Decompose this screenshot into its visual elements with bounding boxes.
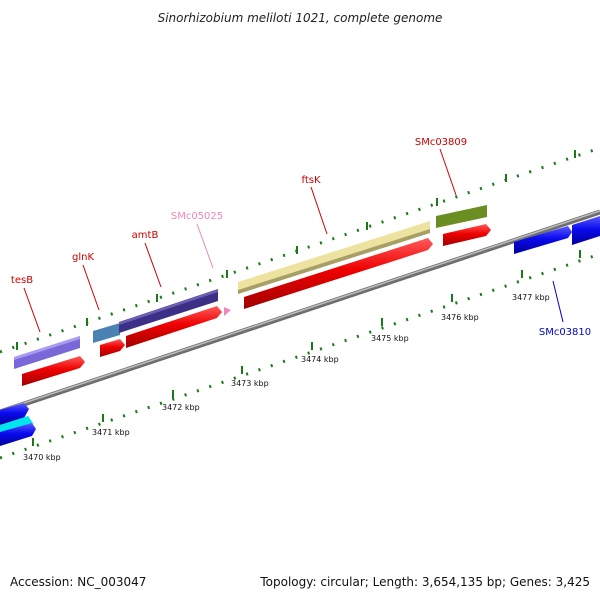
SMc03809-cds-arrow[interactable] [443, 224, 491, 246]
gene-label-amtB[interactable]: amtB [132, 230, 159, 241]
tick-label: 3473 kbp [231, 379, 269, 388]
forward-tick-dots [0, 146, 600, 354]
gene-label-tesB[interactable]: tesB [11, 275, 33, 286]
genome-backbone [0, 209, 600, 415]
tick-label: 3477 kbp [512, 293, 550, 302]
tick-label: 3474 kbp [301, 355, 339, 364]
glnK-cog-bar[interactable] [93, 323, 120, 343]
forward-cds-track [22, 224, 491, 386]
tesB-leader [23, 287, 41, 333]
map-title: Sinorhizobium meliloti 1021, complete ge… [158, 11, 443, 25]
major-ticks [32, 250, 581, 446]
ftsK-cds-arrow[interactable] [244, 238, 433, 309]
reverse-cds-arrow[interactable] [0, 423, 36, 446]
reverse-cds-arrow[interactable] [0, 403, 29, 425]
gene-label-ftsK[interactable]: ftsK [301, 175, 320, 186]
gene-label-SMc05025[interactable]: SMc05025 [171, 211, 223, 222]
tesB-cds-arrow[interactable] [22, 356, 85, 386]
SMc03810-cds-arrow[interactable] [514, 226, 572, 254]
amtB-cog-highlight [119, 289, 218, 325]
amtB-cds-arrow[interactable] [126, 306, 222, 348]
gene-label-SMc03810[interactable]: SMc03810 [539, 327, 591, 338]
ftsK-leader [310, 186, 328, 235]
backbone-line [0, 209, 600, 415]
reverse-cds-track [0, 216, 600, 446]
SMc05025-leader [196, 223, 214, 269]
gene-label-glnK[interactable]: glnK [72, 252, 94, 263]
gene-label-SMc03809[interactable]: SMc03809 [415, 137, 467, 148]
SMc05025-cds-arrow[interactable] [224, 307, 231, 316]
ftsK-cog-shadow [238, 229, 430, 294]
tick-labels: 3470 kbp 3471 kbp 3472 kbp 3473 kbp 3474… [23, 293, 550, 462]
backbone-highlight [0, 210, 600, 412]
tick-label: 3472 kbp [162, 403, 200, 412]
glnK-cds-arrow[interactable] [100, 339, 125, 357]
tick-label: 3471 kbp [92, 428, 130, 437]
glnK-leader [82, 264, 100, 311]
gene-labels: tesB glnK amtB SMc05025 ftsK SMc03809 SM… [11, 137, 591, 338]
reverse-tick-track [0, 252, 600, 460]
genome-summary-text: Topology: circular; Length: 3,654,135 bp… [259, 575, 590, 589]
SMc03809-cog-bar[interactable] [436, 205, 487, 228]
tick-label: 3470 kbp [23, 453, 61, 462]
tesB-cog-highlight [14, 336, 80, 360]
SMc03810-leader [552, 280, 564, 323]
forward-cog-track [14, 205, 487, 369]
amtB-leader [144, 242, 162, 288]
forward-major-ticks [16, 150, 576, 350]
tick-label: 3476 kbp [441, 313, 479, 322]
reverse-tick-dots [0, 252, 600, 460]
tick-label: 3475 kbp [371, 334, 409, 343]
gene-callouts [23, 148, 564, 333]
accession-text: Accession: NC_003047 [10, 575, 146, 589]
SMc03809-leader [439, 148, 457, 196]
reverse-cds-arrow[interactable] [572, 216, 600, 245]
forward-tick-track [0, 146, 600, 354]
